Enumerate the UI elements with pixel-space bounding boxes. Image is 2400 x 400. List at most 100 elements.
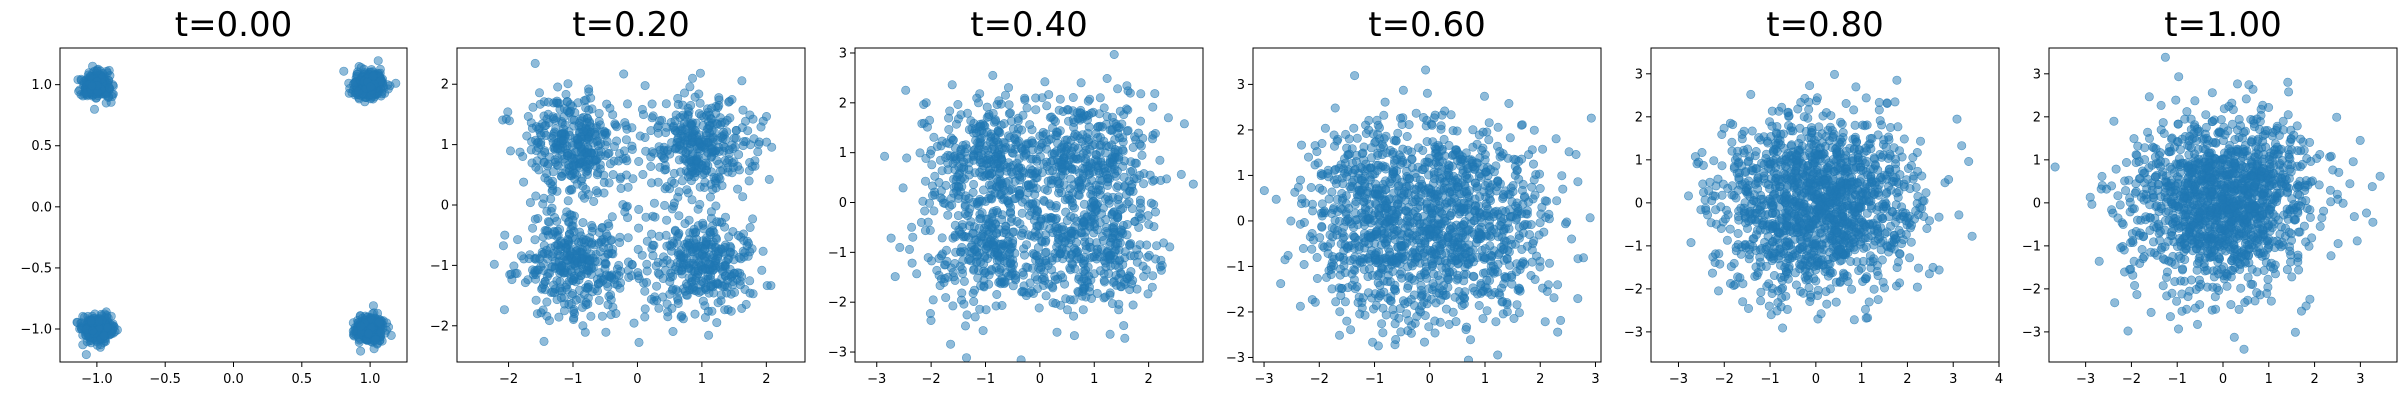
data-point: [705, 128, 715, 138]
data-point: [757, 265, 767, 275]
data-point: [605, 159, 615, 169]
data-point: [615, 149, 625, 159]
data-point: [560, 268, 570, 278]
data-point: [685, 82, 695, 92]
data-point: [1095, 218, 1105, 228]
data-point: [975, 214, 985, 224]
data-point: [1061, 294, 1071, 304]
y-tick-label: −1: [828, 246, 847, 261]
data-point: [670, 116, 680, 126]
data-point: [571, 253, 581, 263]
data-point: [512, 268, 522, 278]
data-point: [659, 252, 669, 262]
data-point: [668, 326, 678, 336]
data-point: [663, 312, 673, 322]
data-point: [1474, 300, 1484, 310]
data-point: [934, 270, 944, 280]
data-point: [1033, 166, 1043, 176]
data-point: [700, 301, 710, 311]
data-point: [543, 254, 553, 264]
data-point: [614, 156, 624, 166]
data-point: [975, 134, 985, 144]
data-point: [1150, 129, 1160, 139]
data-point: [640, 312, 650, 322]
data-point: [1130, 132, 1140, 142]
data-point: [578, 321, 588, 331]
data-point: [738, 105, 748, 115]
data-point: [1113, 84, 1123, 94]
data-point: [1330, 103, 1340, 113]
data-point: [1087, 211, 1097, 221]
data-point: [957, 288, 967, 298]
data-point: [616, 172, 626, 182]
data-point: [1123, 125, 1133, 135]
x-tick-label: 0.5: [291, 372, 312, 387]
data-point: [1323, 165, 1333, 175]
data-point: [1000, 138, 1010, 148]
data-point: [1095, 93, 1105, 103]
data-point: [569, 271, 579, 281]
data-point: [551, 124, 561, 134]
data-point: [610, 119, 620, 129]
data-point: [942, 256, 952, 266]
data-point: [386, 330, 396, 340]
data-point: [1052, 327, 1062, 337]
data-point: [1422, 88, 1432, 98]
data-point: [994, 255, 1004, 265]
data-point: [999, 160, 1009, 170]
data-point: [647, 113, 657, 123]
data-point: [562, 280, 572, 290]
data-point: [651, 261, 661, 271]
data-point: [976, 238, 986, 248]
data-point: [981, 141, 991, 151]
data-point: [1048, 156, 1058, 166]
data-point: [1135, 195, 1145, 205]
data-point: [1084, 135, 1094, 145]
data-point: [734, 252, 744, 262]
data-point: [1504, 99, 1514, 109]
data-point: [1043, 176, 1053, 186]
data-point: [943, 210, 953, 220]
data-point: [907, 258, 917, 268]
data-point: [1041, 291, 1051, 301]
data-point: [1024, 168, 1034, 178]
data-point: [1111, 238, 1121, 248]
data-point: [586, 311, 596, 321]
data-point: [356, 346, 366, 356]
data-point: [1095, 181, 1105, 191]
data-point: [986, 266, 996, 276]
data-point: [724, 232, 734, 242]
data-point: [991, 182, 1001, 192]
data-point: [698, 265, 708, 275]
panel-title: t=0.60: [1368, 5, 1486, 45]
data-point: [1123, 86, 1133, 96]
data-point: [539, 336, 549, 346]
data-point: [939, 198, 949, 208]
data-point: [603, 282, 613, 292]
x-tick-label: −2: [499, 372, 518, 387]
data-point: [697, 163, 707, 173]
data-point: [1057, 244, 1067, 254]
data-point: [569, 115, 579, 125]
data-point: [958, 268, 968, 278]
data-point: [78, 340, 88, 350]
data-point: [648, 251, 658, 261]
data-point: [103, 323, 113, 333]
data-point: [646, 294, 656, 304]
data-point: [81, 350, 91, 360]
data-point: [513, 235, 523, 245]
data-point: [1110, 135, 1120, 145]
data-point: [753, 147, 763, 157]
data-point: [690, 92, 700, 102]
y-tick-label: −0.5: [20, 261, 52, 276]
data-point: [1139, 179, 1149, 189]
data-point: [1474, 130, 1484, 140]
data-point: [1114, 299, 1124, 309]
data-point: [1040, 77, 1050, 87]
data-point: [749, 134, 759, 144]
data-point: [1052, 253, 1062, 263]
data-point: [973, 146, 983, 156]
data-point: [672, 127, 682, 137]
data-point: [965, 253, 975, 263]
